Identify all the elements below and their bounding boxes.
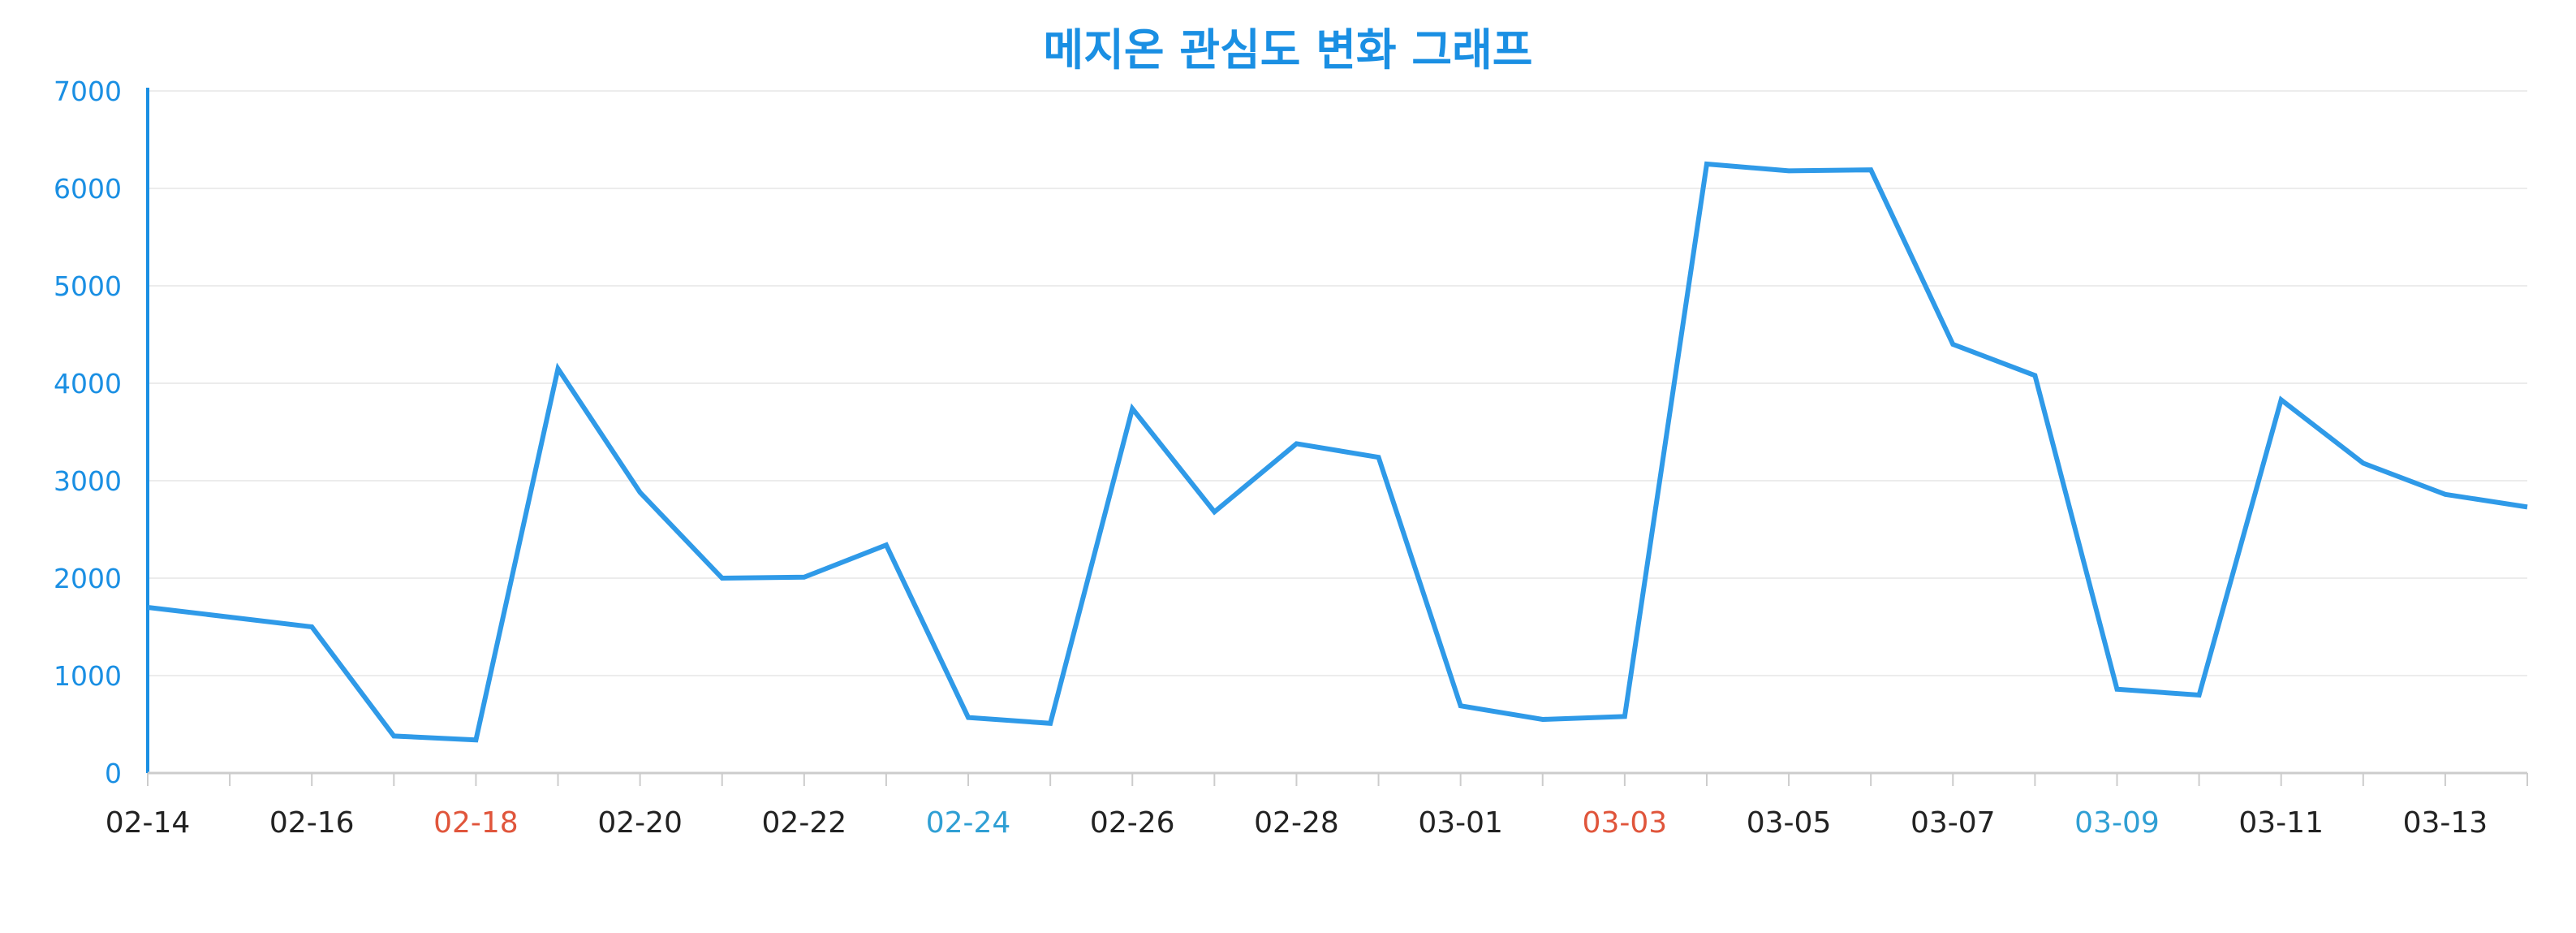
series-line	[147, 161, 2528, 743]
chart-title: 메지온 관심도 변화 그래프	[1044, 24, 1533, 76]
x-tick-label: 02-28	[1254, 806, 1339, 840]
x-tick-label: 02-14	[106, 806, 191, 840]
x-tick-label: 02-16	[269, 806, 355, 840]
x-axis-tick-labels: 02-14 02-16 02-18 02-20 02-22 02-24 02-26 02-28…	[106, 806, 2488, 840]
x-tick-label: 03-01	[1418, 806, 1503, 840]
x-tick-label: 03-05	[1747, 806, 1832, 840]
x-tick-label: 02-22	[762, 806, 847, 840]
y-tick-label: 2000	[54, 563, 122, 594]
y-tick-label: 0	[105, 758, 122, 789]
x-tick-label: 03-03	[1583, 806, 1668, 840]
grid-lines	[148, 90, 2527, 676]
y-tick-label: 5000	[54, 270, 122, 302]
x-tick-label: 03-09	[2074, 806, 2160, 840]
y-tick-label: 1000	[54, 660, 122, 692]
axes	[146, 88, 2528, 786]
x-tick-label: 02-20	[597, 806, 683, 840]
x-tick-label: 03-11	[2238, 806, 2324, 840]
y-axis-tick-labels: 0 1000 2000 3000 4000 5000 6000 7000	[54, 76, 122, 789]
y-tick-label: 6000	[54, 173, 122, 205]
x-tick-label: 02-18	[433, 806, 519, 840]
series-lines	[147, 161, 2528, 743]
x-tick-label: 02-26	[1090, 806, 1175, 840]
y-tick-label: 3000	[54, 465, 122, 497]
x-tick-label: 02-24	[926, 806, 1011, 840]
x-tick-label: 03-07	[1910, 806, 1996, 840]
y-tick-label: 7000	[54, 76, 122, 107]
y-tick-label: 4000	[54, 368, 122, 400]
x-tick-label: 03-13	[2403, 806, 2488, 840]
